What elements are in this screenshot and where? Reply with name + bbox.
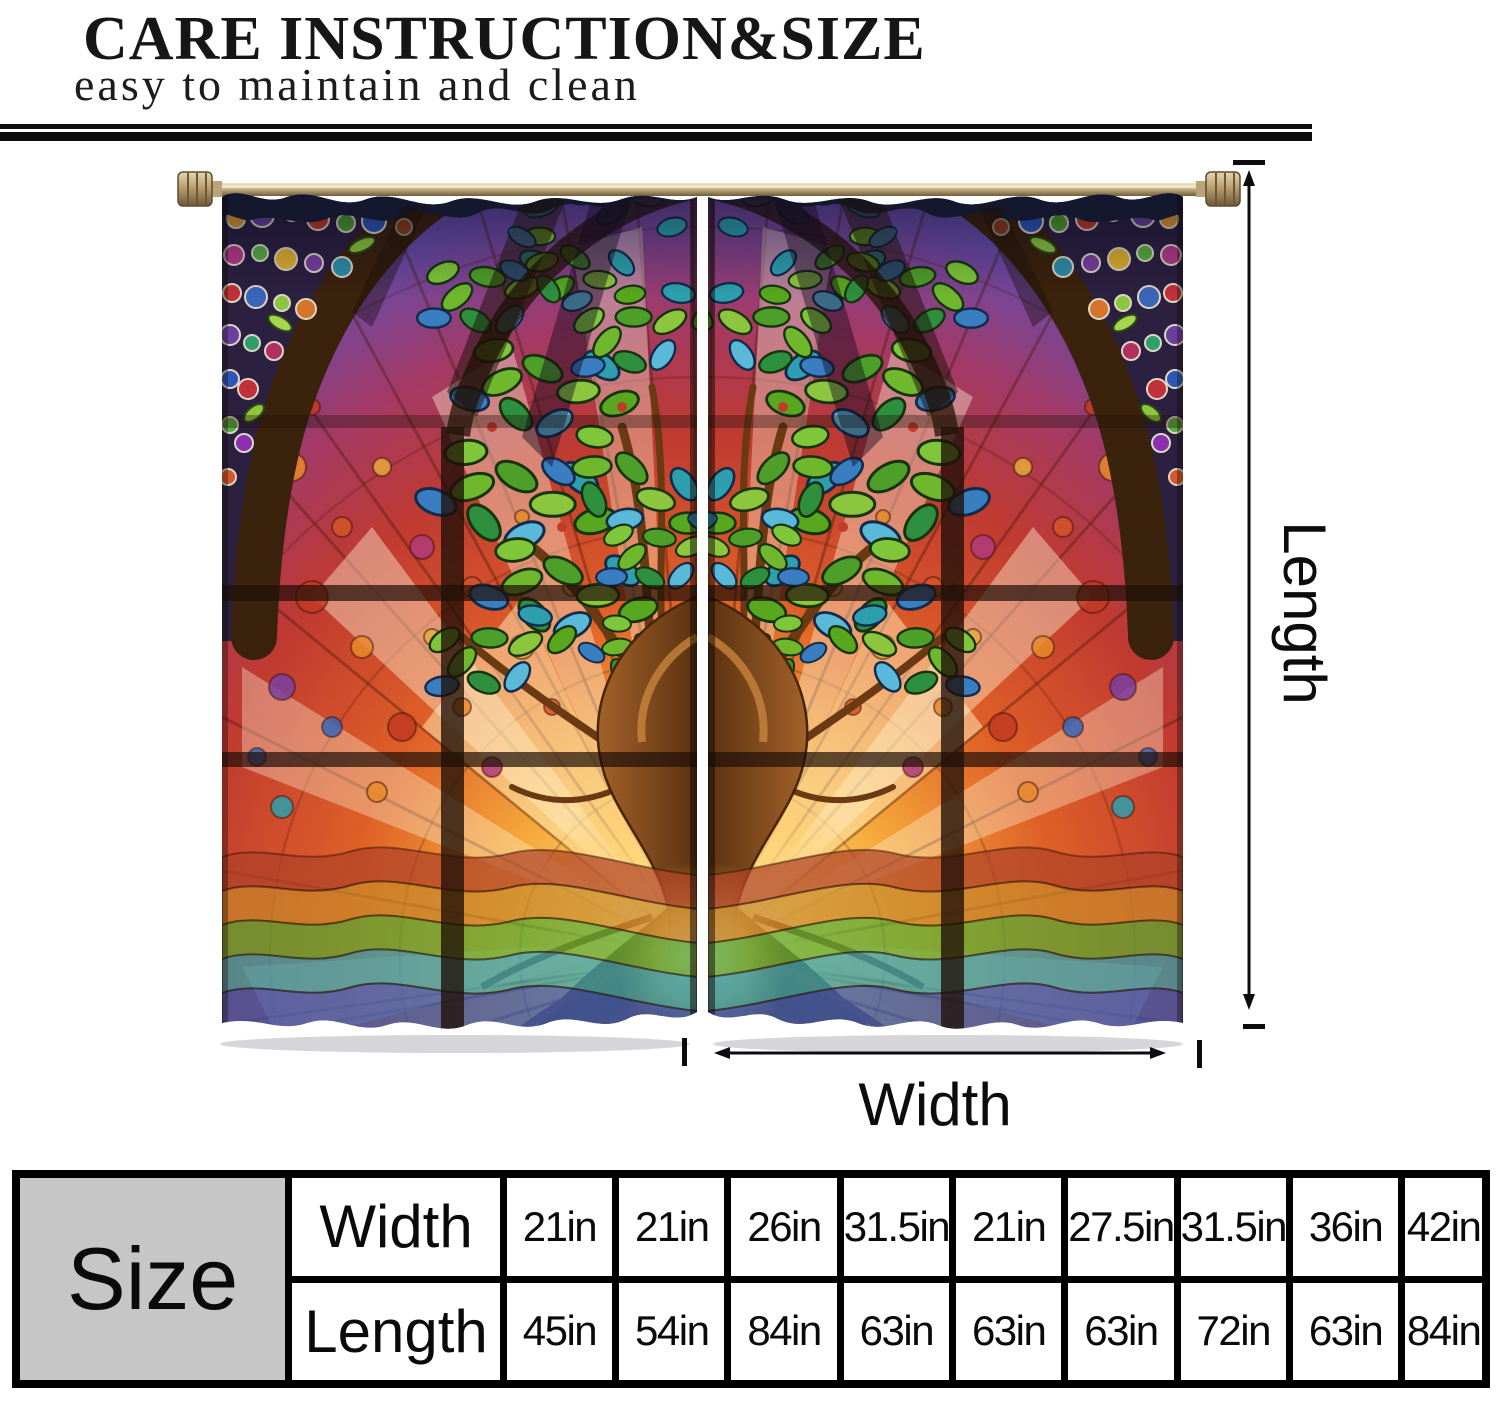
size-table: Size Width 21in 21in 26in 31.5in 21in 27… [12,1170,1490,1388]
width-value-cell: 26in [724,1170,844,1283]
length-value-cell: 54in [612,1275,732,1388]
length-arrow [1233,160,1265,1029]
size-corner-cell: Size [12,1170,293,1388]
page-subtitle: easy to maintain and clean [74,59,640,110]
divider-line-thin [0,124,1312,129]
length-row-label: Length [285,1275,507,1388]
width-arrow [682,1038,1202,1068]
length-value-cell: 63in [1285,1275,1406,1388]
width-value-cell: 31.5in [1173,1170,1293,1283]
width-value-cell: 27.5in [1061,1170,1181,1283]
length-value-cell: 63in [948,1275,1069,1388]
width-value-cell: 21in [499,1170,620,1283]
length-value-cell: 72in [1173,1275,1293,1388]
curtain-rod [177,171,1241,207]
width-value-cell: 31.5in [836,1170,957,1283]
width-row-label: Width [285,1170,507,1283]
width-label: Width [858,1071,1012,1138]
rod-finial-right [1196,171,1241,207]
length-value-cell: 63in [1061,1275,1181,1388]
width-value-cell: 21in [948,1170,1069,1283]
length-value-cell: 45in [499,1275,620,1388]
page-title: CARE INSTRUCTION&SIZE [83,5,926,73]
length-value-cell: 84in [724,1275,844,1388]
length-value-cell: 84in [1398,1275,1490,1388]
width-value-cell: 21in [612,1170,732,1283]
length-label: Length [1271,521,1338,705]
width-value-cell: 36in [1285,1170,1406,1283]
floor-shadow [220,1035,1183,1053]
length-value-cell: 63in [836,1275,957,1388]
rod-finial-left [177,171,222,207]
width-value-cell: 42in [1398,1170,1490,1283]
divider-line-thick [0,132,1312,141]
